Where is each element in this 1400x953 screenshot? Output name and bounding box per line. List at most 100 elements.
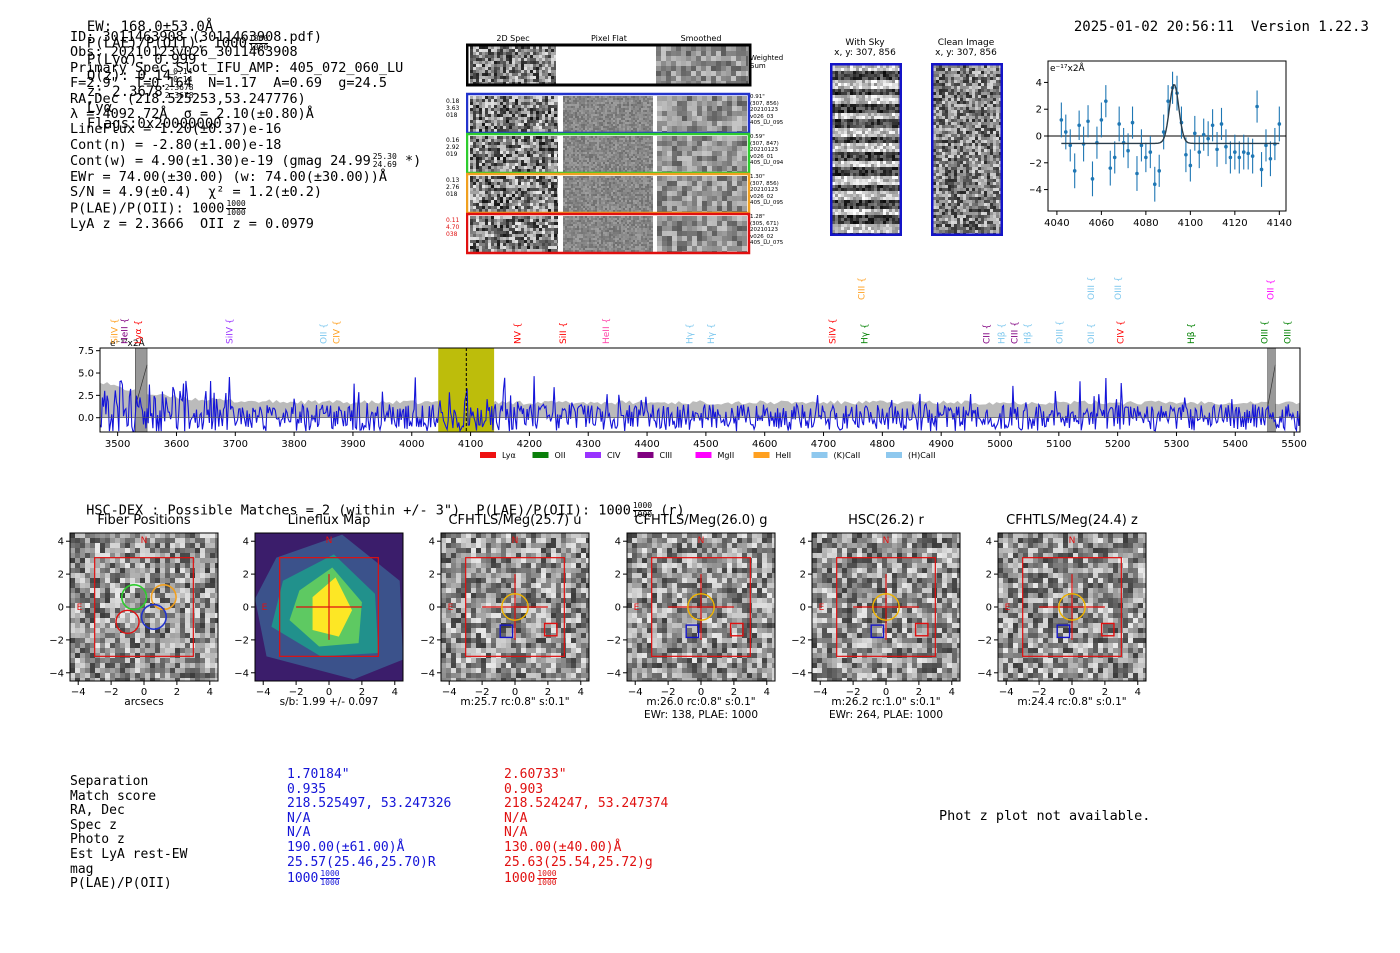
m1-mag: 25.57(25.46,25.70)R — [287, 854, 436, 870]
spec-xtick: 3700 — [223, 439, 248, 450]
spectral-line-label: Hγ { — [861, 323, 871, 344]
spec-xtick: 4000 — [399, 439, 424, 450]
clean-image-title: Clean Image x, y: 307, 856 — [935, 38, 997, 58]
fit-point — [1184, 152, 1188, 157]
spectral-line-label: SiII { — [559, 322, 569, 344]
fit-point — [1130, 120, 1135, 125]
north-label: N — [141, 536, 148, 546]
match-2-values: 2.60733" 0.903 218.524247, 53.247374 N/A… — [504, 767, 669, 887]
hsc-ytick: 2 — [615, 570, 621, 581]
north-label: N — [326, 536, 333, 546]
hsc-xtick: 2 — [1102, 687, 1108, 698]
row-0-2dspec — [470, 96, 558, 132]
hsc-xtick: 4 — [1135, 687, 1141, 698]
spec-xtick: 3800 — [281, 439, 306, 450]
fit-point — [1059, 118, 1064, 122]
row-2-pixelflat — [563, 176, 653, 212]
fit-point — [1063, 130, 1068, 134]
weighted-frame — [465, 43, 752, 87]
match-1-marker — [685, 624, 700, 639]
hsc-xtick: 4 — [392, 687, 398, 698]
header-datetime: 2025-01-02 20:56:11 — [1073, 19, 1235, 35]
hsc-ytick: 2 — [243, 570, 249, 581]
m2-radec: 218.524247, 53.247374 — [504, 796, 669, 812]
col-label-2dspec: 2D Spec — [496, 34, 529, 43]
label-plae: P(LAE)/P(OII) — [70, 876, 172, 892]
hsc-ytick: 0 — [429, 603, 435, 614]
row-2-right: 1.30" (307, 856) 20210123 v026_02 405_LU… — [750, 174, 784, 207]
header-flags: Flags:0x20000000 — [86, 116, 222, 132]
hsc-cutout-4: N E −4 −2 0 2 4 4 2 0 −2 −4 — [791, 532, 961, 698]
hsc-xtick: 2 — [916, 687, 922, 698]
match-2-marker — [1100, 622, 1115, 637]
row-2-smoothed — [657, 176, 747, 212]
hsc-noise-4 — [812, 533, 960, 681]
info-ewr: EWr = 74.00(±30.00) (w: 74.00(±30.00))Å — [70, 168, 387, 185]
spectral-line-label: OIII { — [1087, 276, 1097, 300]
m2-photoz: N/A — [504, 825, 528, 841]
spectral-line-label: Hβ { — [1024, 323, 1034, 344]
m1-lya-ew: 190.00(±61.00)Å — [287, 839, 405, 855]
row-2-left: 0.13 2.76 018 — [446, 177, 460, 198]
weighted-2dspec — [470, 46, 556, 84]
header-version: Version 1.22.3 — [1250, 19, 1369, 35]
fit-point — [1157, 169, 1162, 173]
fit-point — [1144, 155, 1148, 160]
hsc-xtick: 2 — [731, 687, 737, 698]
fit-point — [1233, 150, 1237, 154]
hsc-panel-title: CFHTLS/Meg(26.0) g — [634, 513, 768, 528]
detection-info: ID: 3011463908 (3011463908.pdf) Obs: 202… — [70, 29, 421, 233]
row-1-left: 0.16 2.92 019 — [446, 137, 460, 158]
match-1-marker — [870, 624, 885, 639]
hsc-ytick: −2 — [420, 635, 435, 646]
fit-point — [1072, 169, 1077, 173]
match-2-marker — [729, 622, 744, 637]
fit-xtick: 4100 — [1178, 218, 1203, 229]
cutout-svg: 2D Spec Pixel Flat Smoothed — [465, 34, 752, 255]
legend-label: (H)CaII — [908, 451, 935, 460]
label-match-score: Match score — [70, 788, 157, 804]
full-spectrum-chart: 3500 3600 3700 3800 3900 4000 4100 4200 4300 4400… — [78, 276, 1307, 460]
search-box — [279, 557, 379, 657]
hsc-ytick: 2 — [429, 570, 435, 581]
hsc-xtick: 4 — [207, 687, 213, 698]
info-lyaz: LyA z = 2.3666 OII z = 0.0979 — [70, 216, 314, 233]
fit-point — [1139, 143, 1144, 148]
hsc-panel-caption: arcsecs — [124, 696, 164, 708]
header-z: z: 2.3678 — [86, 84, 163, 100]
hsc-xtick: 0 — [326, 687, 332, 698]
header-qz-frac: 0.14 0.14 — [173, 67, 193, 84]
row-1-pixelflat — [563, 136, 653, 172]
hsc-ytick: 4 — [243, 537, 249, 548]
legend-label: MgII — [718, 451, 735, 460]
hsc-panel-caption: m:26.2 rc:1.0" s:0.1" EWr: 264, PLAE: 100… — [828, 696, 944, 721]
spectral-line-label: OIII { — [1055, 320, 1065, 344]
m1-photoz: N/A — [287, 825, 311, 841]
spectral-line-label: CIII { — [1011, 321, 1021, 344]
row-3-smoothed — [657, 216, 747, 252]
hsc-ytick: 2 — [58, 570, 64, 581]
spectral-line-label: OIII { — [1261, 320, 1271, 344]
hsc-ytick: 2 — [800, 570, 806, 581]
search-box — [651, 557, 751, 657]
row-0-left: 0.18 3.63 018 — [446, 98, 460, 119]
m2-mag: 25.63(25.54,25.72)g — [504, 854, 653, 870]
row-3-frame — [465, 212, 751, 255]
east-label: E — [1005, 603, 1011, 613]
hsc-ytick: 0 — [243, 603, 249, 614]
spectral-line-label: Hγ { — [685, 323, 695, 344]
legend-label: OII — [555, 451, 566, 460]
hsc-ytick: −4 — [234, 668, 249, 679]
line-fit-chart: 4040 4060 4080 4100 4120 4140 −4 −2 0 2 4 e⁻¹⁷x2Å — [1030, 60, 1292, 229]
row-3-left: 0.11 4.70 038 — [446, 217, 460, 238]
east-label: E — [819, 603, 825, 613]
spec-xtick: 5500 — [1281, 439, 1306, 450]
north-label: N — [883, 536, 890, 546]
header-plae: P(LAE)/P(OII): 1000 — [86, 35, 248, 52]
info-fit: F=2.9" T=0.164 N=1.17 A=0.69 g=24.5 — [70, 75, 387, 92]
m1-radec: 218.525497, 53.247326 — [287, 796, 452, 812]
fit-point — [1112, 155, 1117, 160]
col-label-pixelflat: Pixel Flat — [591, 34, 627, 43]
hsc-xtick: −4 — [813, 687, 828, 698]
fit-point — [1117, 122, 1121, 126]
